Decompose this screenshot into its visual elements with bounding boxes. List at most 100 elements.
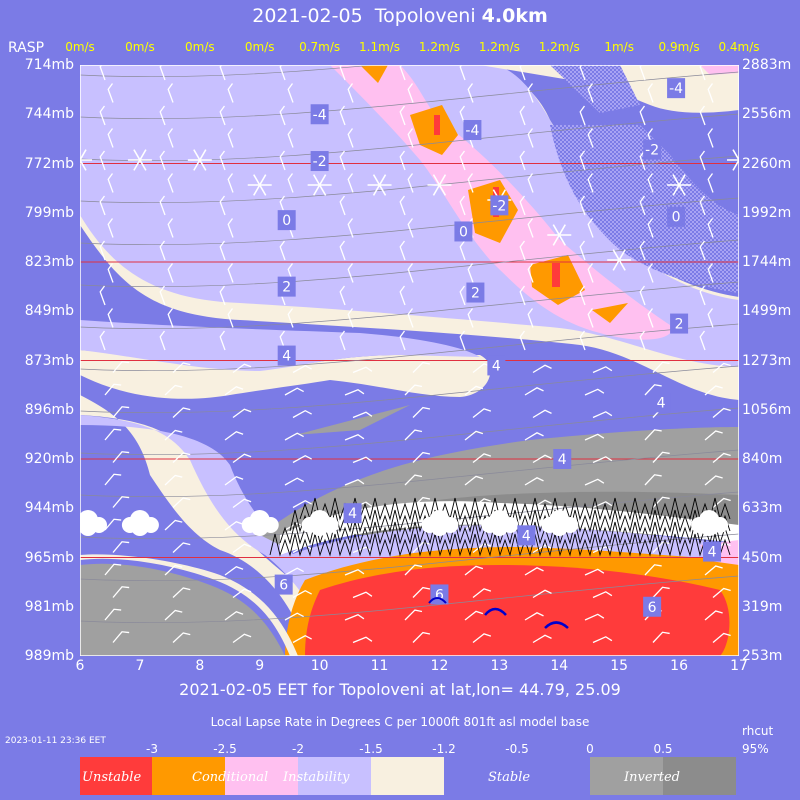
wind-speed-label: 1.2m/s xyxy=(538,40,580,54)
isotherm-line xyxy=(80,575,739,624)
wind-barb xyxy=(104,518,122,531)
wind-barb xyxy=(707,308,714,328)
wind-barb xyxy=(399,105,406,126)
wind-barb xyxy=(344,389,365,396)
wind-speed-label: 1.2m/s xyxy=(418,40,460,54)
wind-barb xyxy=(699,330,706,351)
height-tick-label: 633m xyxy=(742,500,783,517)
contour-label: 4 xyxy=(703,541,722,562)
wind-barb xyxy=(292,544,312,554)
wind-barb xyxy=(99,285,106,306)
wind-barb xyxy=(399,150,406,171)
wind-speed-label: 0.9m/s xyxy=(658,40,700,54)
contour-label: 2 xyxy=(670,313,689,334)
wind-barb xyxy=(407,173,414,193)
colorbar-word-unstable: Unstable xyxy=(82,770,142,785)
pressure-tick-label: 981mb xyxy=(24,598,74,615)
wind-barb xyxy=(459,330,466,351)
wind-speed-label: 0m/s xyxy=(185,40,215,54)
wind-barb xyxy=(224,521,244,531)
wind-barb xyxy=(652,631,670,643)
wind-barb xyxy=(172,632,191,643)
svg-text:4: 4 xyxy=(348,506,357,522)
wind-barb xyxy=(164,519,183,531)
contour-label: 4 xyxy=(652,392,671,413)
wind-barb xyxy=(279,65,286,81)
wind-barb xyxy=(352,546,373,554)
time-tick-label: 6 xyxy=(75,658,85,674)
wind-barb xyxy=(699,285,706,306)
wind-barb xyxy=(584,388,605,396)
wind-barb xyxy=(347,128,354,148)
isotherm-line xyxy=(80,491,739,540)
wind-barb xyxy=(639,330,646,351)
wind-barb xyxy=(404,564,423,576)
contour-label: 0 xyxy=(277,210,296,231)
svg-text:4: 4 xyxy=(522,528,531,544)
wind-barb xyxy=(647,263,654,283)
wind-barb xyxy=(107,83,114,103)
cloud-icon xyxy=(241,510,279,536)
wind-barb xyxy=(167,308,174,328)
wind-barb xyxy=(219,105,226,126)
svg-text:2: 2 xyxy=(675,317,684,333)
lavender-band-middle xyxy=(80,320,480,371)
cloud-icon xyxy=(80,510,107,536)
wind-barb xyxy=(639,195,646,216)
wind-barb xyxy=(699,65,706,81)
wind-barb xyxy=(104,608,122,621)
colorbar-tick-label: -3 xyxy=(146,742,158,756)
pressure-tick-label: 989mb xyxy=(24,648,74,664)
wind-barb xyxy=(519,330,526,351)
pressure-tick-label: 896mb xyxy=(24,401,74,418)
wind-barb xyxy=(699,240,706,261)
wind-speed-label: 0.4m/s xyxy=(718,40,760,54)
wind-barb xyxy=(172,497,191,508)
wind-barb xyxy=(592,456,613,464)
height-tick-label: 253m xyxy=(742,648,783,664)
height-tick-label: 1056m xyxy=(742,401,792,418)
wind-barb xyxy=(219,65,226,81)
wind-barb xyxy=(112,586,130,598)
wind-barb xyxy=(459,195,466,216)
wind-barb xyxy=(104,428,122,441)
wind-barb xyxy=(704,565,723,576)
wind-barb xyxy=(232,588,252,599)
wind-speed-label: 0m/s xyxy=(65,40,95,54)
contour-label: 2 xyxy=(277,276,296,297)
wind-barb xyxy=(172,362,191,373)
colorbar-caption: Local Lapse Rate in Degrees C per 1000ft… xyxy=(210,715,590,729)
colorbar-tick-label: 0 xyxy=(586,742,594,756)
wind-barb xyxy=(224,386,244,396)
height-tick-label: 450m xyxy=(742,549,783,566)
wind-barb xyxy=(167,263,174,283)
dotted-region xyxy=(550,125,739,293)
wind-barb xyxy=(464,385,484,396)
height-tick-label: 2260m xyxy=(742,155,792,172)
wind-barb xyxy=(164,474,183,486)
wind-barb xyxy=(164,429,183,441)
wind-barb xyxy=(712,632,731,643)
wind-barb xyxy=(172,542,191,553)
wind-barb xyxy=(647,83,654,103)
thermal-arc-3 xyxy=(544,621,569,629)
wind-barb xyxy=(467,263,474,283)
cloud-top-line xyxy=(269,533,731,557)
cloud-icons xyxy=(80,510,729,536)
wind-speed-label: 0.7m/s xyxy=(299,40,341,54)
wind-barb xyxy=(472,633,492,644)
wind-barb xyxy=(712,407,731,418)
wind-barb xyxy=(579,330,586,351)
wind-barb xyxy=(472,408,492,419)
contour-label: -4 xyxy=(310,104,329,125)
wind-barb xyxy=(579,240,586,261)
wind-barb xyxy=(167,83,174,103)
wind-barb xyxy=(219,330,226,351)
wind-barb xyxy=(707,263,714,283)
colorbar-tick-label: -2 xyxy=(292,742,304,756)
wind-barb xyxy=(339,150,346,171)
isotherm-line xyxy=(80,449,739,498)
pressure-tick-label: 714mb xyxy=(24,57,74,73)
wind-barb xyxy=(232,633,252,644)
wind-barb xyxy=(352,411,373,419)
